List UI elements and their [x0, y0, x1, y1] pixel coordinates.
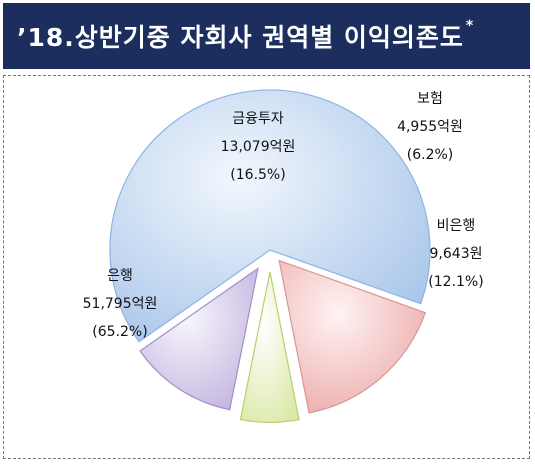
- slice-pct-label-2: (6.2%): [407, 147, 454, 163]
- title-footnote-mark: *: [465, 18, 475, 34]
- slice-value-label-3: 9,643원: [430, 246, 483, 262]
- slice-value-label-2: 4,955억원: [397, 119, 463, 135]
- slice-value-label-0: 51,795억원: [83, 296, 158, 312]
- slice-pct-label-3: (12.1%): [428, 274, 483, 290]
- pie-slice-3: [139, 267, 259, 411]
- chart-title: ’18.상반기중 자회사 권역별 이익의존도: [17, 23, 464, 52]
- slice-name-label-1: 금융투자: [232, 111, 284, 127]
- slice-name-label-2: 보험: [417, 91, 443, 107]
- slice-name-label-3: 비은행: [437, 218, 476, 234]
- chart-frame: [3, 75, 530, 459]
- slice-pct-label-0: (65.2%): [92, 324, 147, 340]
- pie-slice-0: [109, 89, 431, 343]
- pie-slice-2: [239, 271, 300, 423]
- slice-value-label-1: 13,079억원: [221, 139, 296, 155]
- slice-name-label-0: 은행: [107, 268, 133, 284]
- slice-pct-label-1: (16.5%): [230, 167, 285, 183]
- chart-title-bar: ’18.상반기중 자회사 권역별 이익의존도 *: [3, 3, 530, 69]
- pie-slice-1: [278, 259, 427, 414]
